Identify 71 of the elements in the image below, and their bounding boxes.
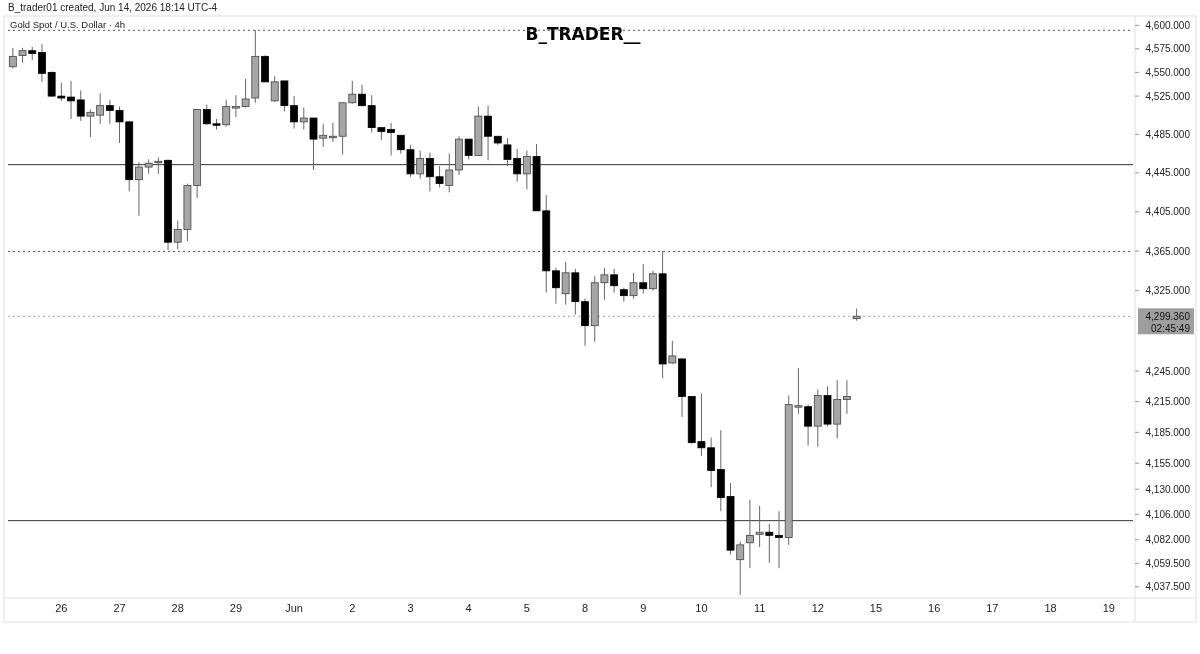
y-tick-label: 4,245.000 [1145,365,1191,377]
y-tick-label: 4,130.000 [1145,483,1191,495]
x-tick-label: Jun [285,602,303,614]
candlestick [309,117,318,171]
candlestick [649,270,657,292]
x-tick-label: 27 [113,602,126,614]
candlestick [464,138,473,160]
y-tick-label: 4,215.000 [1145,396,1191,408]
x-tick-label: 11 [753,602,766,614]
y-tick-label: 4,059.500 [1145,557,1191,569]
candlestick [668,340,677,365]
candlestick [445,153,454,193]
text: 02:45:49 [1151,322,1191,334]
y-tick-label: 4,485.000 [1145,128,1191,140]
candlestick [843,379,851,415]
candlestick [775,510,783,569]
x-tick-label: 29 [229,602,243,614]
y-tick-label: 4,445.000 [1145,167,1191,179]
candlestick [319,123,328,148]
candlestick [67,80,75,120]
x-tick-label: 9 [640,602,647,614]
candlestick [154,156,163,175]
x-tick-label: 16 [928,602,941,614]
candlestick [736,541,745,596]
x-tick-label: 5 [523,602,530,614]
x-tick-label: 19 [1102,602,1115,614]
candlestick [765,523,774,564]
x-tick-label: 18 [1044,602,1057,614]
chart-subtitle: Gold Spot / U.S. Dollar · 4h [10,19,126,30]
candlestick [8,47,17,70]
candlestick [484,105,492,161]
y-tick-label: 4,365.000 [1145,245,1191,257]
x-tick-label: 15 [869,602,883,614]
text: B_TRADER__ [525,24,642,44]
x-tick-label: 8 [581,602,589,614]
candlestick [552,267,560,305]
candlestick [629,272,638,300]
candlestick [222,99,231,128]
y-tick-label: 4,106.000 [1145,508,1191,520]
x-tick-label: 26 [55,602,68,614]
candlestick [299,107,308,131]
y-tick-label: 4,550.000 [1145,66,1191,78]
x-tick-label: 28 [171,602,184,614]
y-tick-label: 4,185.000 [1145,426,1191,438]
candlestick [522,150,531,190]
y-tick-label: 4,405.000 [1145,206,1191,218]
x-tick-label: 4 [465,602,472,614]
y-tick-label: 4,325.000 [1145,285,1191,297]
candlestick [416,150,425,180]
x-tick-label: 10 [695,602,708,614]
y-tick-label: 4,037.500 [1145,581,1191,593]
x-tick-label: 2 [349,602,356,614]
x-tick-label: 3 [407,602,414,614]
y-tick-label: 4,525.000 [1145,90,1191,102]
candlestick [804,404,813,447]
candlestick [610,268,619,294]
ref-line-label: 4,299.360 [1145,310,1191,322]
y-tick-label: 4,082.000 [1145,534,1191,546]
y-tick-label: 4,575.000 [1145,43,1191,55]
candlestick [746,499,754,569]
candlestick [755,505,764,548]
x-tick-label: 17 [986,602,999,614]
y-tick-label: 4,600.000 [1145,19,1191,31]
candlestick [561,261,570,306]
candlestick [358,84,366,108]
x-tick-label: 12 [811,602,824,614]
y-tick-label: 4,155.000 [1145,457,1191,469]
candlestick [639,263,648,295]
candlestick [270,75,279,103]
text: B_trader01 created, Jun 14, 2026 18:14 UTC-4 [8,2,218,13]
candlestick [76,89,85,122]
